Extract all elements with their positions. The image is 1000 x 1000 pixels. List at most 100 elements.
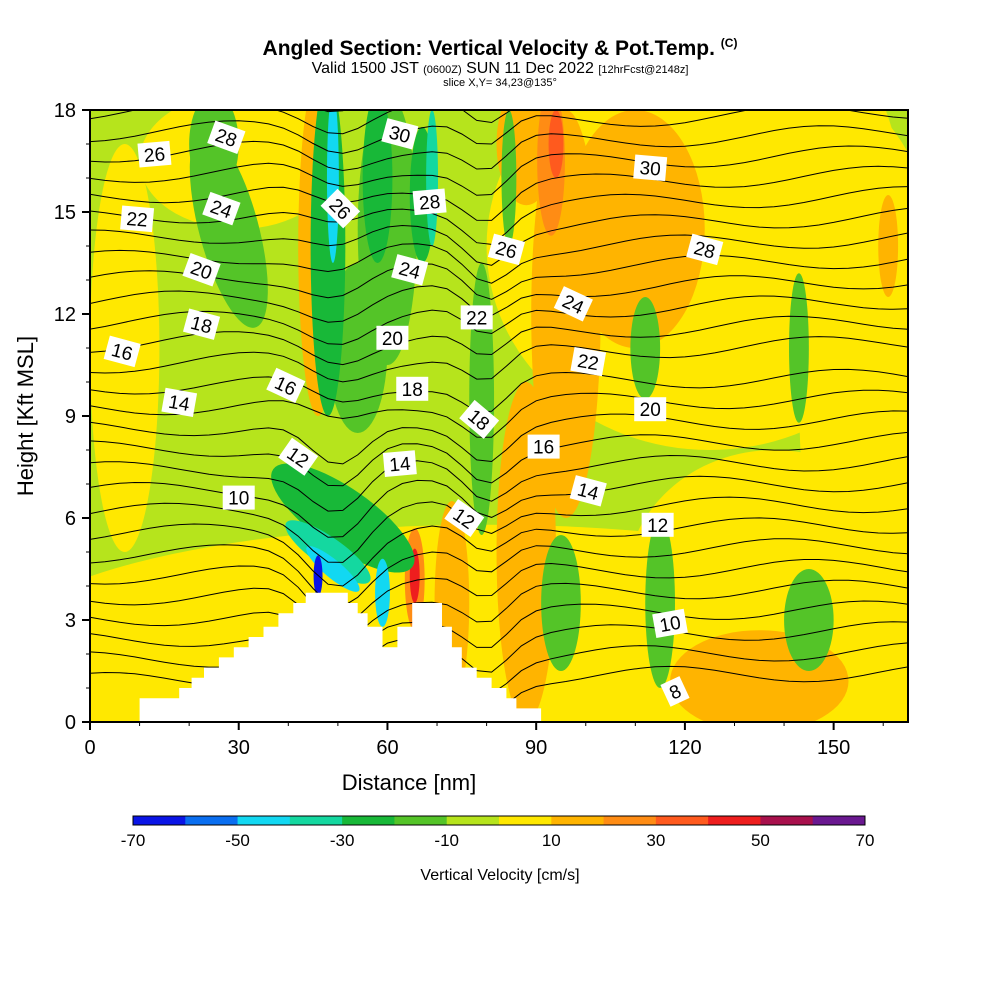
theta-contour	[90, 579, 908, 641]
theta-contour	[90, 254, 908, 300]
contour-label: 8	[660, 676, 690, 707]
contour-label-box	[382, 450, 417, 477]
contour-label: 22	[570, 347, 607, 377]
contour-label-text: 26	[143, 144, 166, 167]
velocity-cell	[362, 110, 393, 263]
y-tick-label: 12	[54, 304, 76, 326]
theta-contour	[90, 295, 908, 345]
theta-contour	[90, 559, 908, 625]
contour-label-box	[137, 140, 172, 168]
contour-label-box	[570, 347, 607, 377]
colorbar-label: 10	[542, 831, 561, 850]
contour-label: 24	[553, 286, 593, 322]
theta-contours	[90, 110, 908, 722]
contour-label-box	[266, 367, 306, 404]
contour-label: 30	[633, 154, 668, 182]
contour-label-box	[553, 286, 593, 322]
contour-label: 24	[202, 191, 241, 226]
contour-label-text: 14	[389, 454, 412, 477]
colorbar-swatch	[133, 816, 186, 825]
y-axis-label: Height [Kft MSL]	[13, 336, 38, 496]
slice-info: slice X,Y= 34,23@135°	[443, 77, 557, 89]
contour-label-text: 18	[402, 380, 423, 401]
theta-contour	[90, 336, 908, 383]
contour-label: 20	[182, 253, 221, 287]
colorbar-swatch	[237, 816, 291, 825]
contour-label: 14	[382, 450, 417, 477]
contour-label-box	[320, 188, 361, 229]
colorbar-label: 30	[646, 831, 665, 850]
theta-contour	[90, 431, 908, 487]
y-tick-label: 9	[65, 406, 76, 428]
velocity-cell	[469, 263, 495, 535]
colorbar-label: -50	[225, 831, 250, 850]
contour-label-text: 16	[533, 438, 554, 459]
contour-label-text: 14	[167, 392, 192, 416]
y-tick-label: 18	[54, 100, 76, 122]
colorbar-swatch	[394, 816, 448, 825]
theta-contour	[90, 145, 908, 196]
contour-label-text: 22	[576, 351, 600, 375]
theta-contour	[90, 600, 908, 658]
terrain-shape	[139, 592, 542, 722]
contour-label: 10	[652, 608, 688, 638]
contour-label-box	[460, 305, 493, 330]
contour-label-box	[381, 118, 419, 150]
contour-label: 10	[222, 485, 255, 510]
velocity-cell	[565, 110, 705, 348]
theta-contour	[90, 389, 908, 438]
chart-title: Angled Section: Vertical Velocity & Pot.…	[262, 36, 738, 60]
velocity-cell	[271, 463, 415, 573]
theta-contour	[90, 454, 908, 512]
velocity-cell	[630, 297, 661, 399]
y-tick-label: 3	[65, 610, 76, 632]
contour-label: 16	[527, 434, 560, 459]
velocity-cell	[426, 110, 439, 246]
contour-label-box	[161, 387, 198, 417]
contour-label-box	[569, 475, 607, 507]
x-tick-label: 90	[525, 737, 547, 759]
contour-label: 14	[161, 387, 198, 417]
theta-contour	[320, 110, 346, 113]
contour-label-box	[444, 498, 485, 538]
colorbar-label: 50	[751, 831, 770, 850]
contour-label-box	[103, 335, 141, 368]
colorbar-swatch	[342, 816, 395, 825]
contour-label-box	[660, 676, 690, 707]
x-tick-label: 30	[228, 737, 250, 759]
contour-label: 20	[634, 397, 667, 422]
contour-label-box	[634, 397, 667, 422]
colorbar-frame	[132, 815, 866, 826]
contour-label: 18	[182, 308, 221, 340]
contour-label-box	[527, 434, 560, 459]
contour-label-text: 22	[466, 308, 487, 329]
colorbar-label: -70	[121, 831, 146, 850]
theta-contour	[90, 517, 908, 587]
contour-label: 28	[412, 188, 447, 216]
valid-time: Valid 1500 JST (0600Z) SUN 11 Dec 2022 […	[311, 60, 689, 77]
contour-label: 20	[376, 325, 409, 350]
contour-label: 22	[460, 305, 493, 330]
colorbar-swatch	[603, 816, 657, 825]
colorbar-swatch	[760, 816, 814, 825]
theta-contour	[90, 368, 908, 413]
contour-label-box	[376, 325, 409, 350]
colorbar-label: -10	[434, 831, 459, 850]
contour-label: 18	[396, 376, 429, 401]
contour-label-box	[222, 485, 255, 510]
velocity-cell	[878, 195, 899, 297]
contour-label-box	[641, 512, 674, 537]
axes: 0 30 60 90 120 150 0 3 6 9 12 15 18 Distance [nm] Heig…	[13, 100, 884, 795]
colorbar-label: 70	[856, 831, 875, 850]
x-tick-label: 120	[668, 737, 701, 759]
contour-label-box	[120, 205, 155, 233]
contour-label-box	[278, 437, 319, 476]
velocity-cell	[541, 535, 581, 671]
theta-contour	[90, 232, 908, 284]
theta-contour	[90, 621, 908, 676]
colorbar: -70 -50 -30 -10 10 30 50 70 Vertical Velocity [c…	[121, 815, 875, 884]
contour-label-box	[396, 376, 429, 401]
x-tick-label: 150	[817, 737, 850, 759]
velocity-cell	[285, 520, 371, 584]
